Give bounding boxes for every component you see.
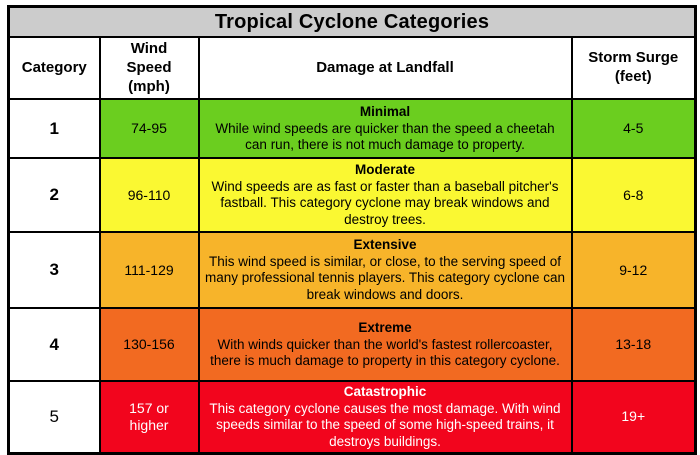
table-row-category-4: 4 130-156 Extreme With winds quicker tha… [7,307,697,383]
table-row-category-3: 3 111-129 Extensive This wind speed is s… [7,231,697,310]
category-cell: 2 [7,157,101,234]
damage-cell: Minimal While wind speeds are quicker th… [197,98,573,160]
column-header-wind-speed: Wind Speed (mph) [98,35,200,101]
damage-label: Extreme [358,320,412,336]
wind-speed-cell: 74-95 [98,98,200,160]
column-header-damage: Damage at Landfall [197,35,573,101]
category-cell: 1 [7,98,101,160]
damage-cell: Extreme With winds quicker than the worl… [197,307,573,383]
wind-speed-cell: 157 or higher [98,380,200,455]
cyclone-categories-table: Tropical Cyclone Categories Category Win… [7,5,697,455]
storm-surge-cell: 19+ [570,380,697,455]
storm-surge-cell: 4-5 [570,98,697,160]
table-title: Tropical Cyclone Categories [7,5,697,38]
storm-surge-cell: 9-12 [570,231,697,310]
damage-label: Extensive [353,237,417,253]
table-row-category-1: 1 74-95 Minimal While wind speeds are qu… [7,98,697,160]
header-row: Category Wind Speed (mph) Damage at Land… [7,35,697,101]
table-row-category-5: 5 157 or higher Catastrophic This catego… [7,380,697,455]
column-header-category: Category [7,35,101,101]
damage-description: With winds quicker than the world's fast… [210,336,560,368]
damage-label: Minimal [359,104,411,120]
damage-cell: Extensive This wind speed is similar, or… [197,231,573,310]
cyclone-categories-table-container: Tropical Cyclone Categories Category Win… [7,5,697,455]
wind-speed-cell: 111-129 [98,231,200,310]
category-cell: 3 [7,231,101,310]
damage-cell: Moderate Wind speeds are as fast or fast… [197,157,573,234]
category-cell: 4 [7,307,101,383]
wind-speed-cell: 96-110 [98,157,200,234]
wind-speed-cell: 130-156 [98,307,200,383]
title-row: Tropical Cyclone Categories [7,5,697,38]
damage-cell: Catastrophic This category cyclone cause… [197,380,573,455]
damage-description: This category cyclone causes the most da… [209,400,561,449]
table-row-category-2: 2 96-110 Moderate Wind speeds are as fas… [7,157,697,234]
storm-surge-cell: 6-8 [570,157,697,234]
damage-label: Catastrophic [343,384,427,400]
storm-surge-cell: 13-18 [570,307,697,383]
damage-description: While wind speeds are quicker than the s… [215,120,555,152]
damage-description: This wind speed is similar, or close, to… [205,253,565,302]
damage-description: Wind speeds are as fast or faster than a… [211,178,559,227]
column-header-storm-surge: Storm Surge (feet) [570,35,697,101]
damage-label: Moderate [354,162,415,178]
category-cell: 5 [7,380,101,455]
